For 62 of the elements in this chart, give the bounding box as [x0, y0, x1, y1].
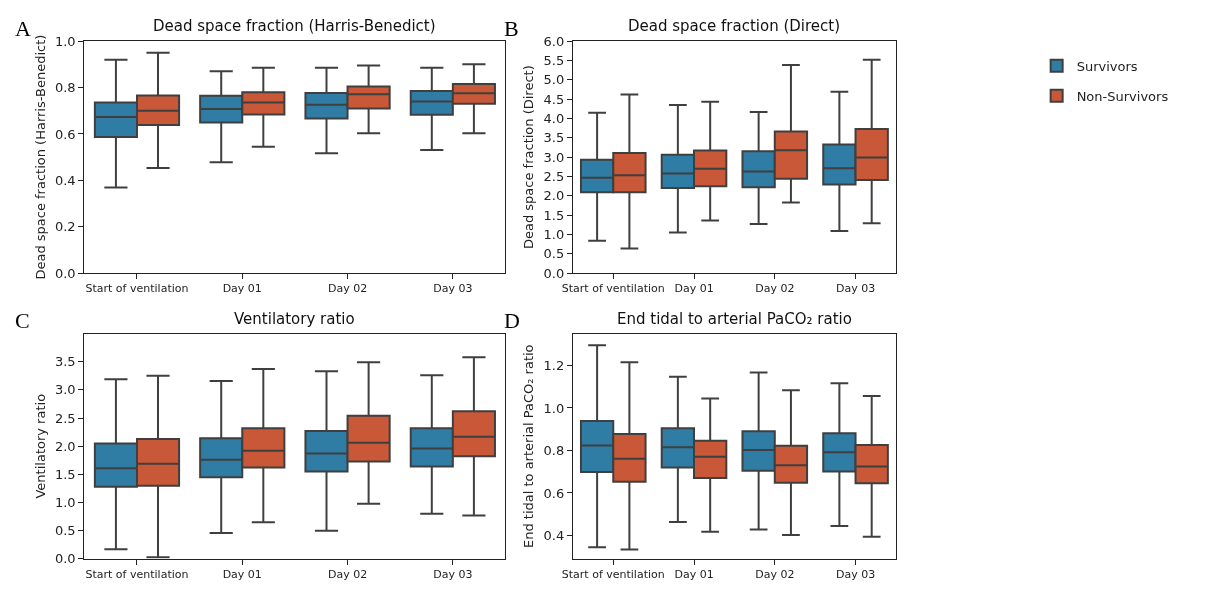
x-tick-label: Day 01: [222, 282, 262, 296]
y-tick-label: 5.5: [543, 53, 565, 69]
x-tick-label: Day 03: [835, 282, 876, 296]
x-tick-label: Day 03: [433, 568, 473, 582]
chart-title: Dead space fraction (Direct): [628, 17, 841, 35]
x-tick-label: Day 02: [755, 282, 795, 296]
chart-title: Ventilatory ratio: [234, 310, 355, 328]
y-tick-label: 0.5: [54, 523, 76, 539]
y-tick-label: 1.5: [543, 207, 565, 223]
x-tick-label: Start of ventilation: [561, 568, 665, 582]
text: B: [504, 16, 519, 41]
y-tick-label: 0.0: [54, 265, 76, 281]
y-tick-label: 1.0: [54, 495, 76, 511]
y-axis-title: Dead space fraction (Harris-Benedict): [32, 34, 48, 280]
y-tick-label: 2.0: [54, 438, 76, 454]
x-tick-label: Start of ventilation: [561, 282, 665, 296]
x-tick-label: Start of ventilation: [85, 282, 189, 296]
x-tick-label: Day 02: [327, 282, 368, 296]
y-axis-title: Dead space fraction (Direct): [521, 65, 537, 250]
y-tick-label: 3.5: [54, 354, 76, 370]
y-tick-label: 0.8: [543, 443, 565, 459]
y-tick-label: 5.0: [543, 72, 565, 88]
x-tick-label: Day 02: [327, 568, 368, 582]
y-tick-label: 1.2: [543, 358, 565, 374]
y-tick-label: 0.4: [54, 172, 76, 188]
y-tick-label: 1.0: [543, 400, 565, 416]
y-axis-title: End tidal to arterial PaCO₂ ratio: [521, 344, 537, 549]
y-tick-label: 2.5: [543, 169, 565, 185]
y-tick-label: 4.0: [543, 111, 565, 127]
x-tick-label: Day 03: [835, 568, 876, 582]
text: D: [504, 308, 520, 333]
x-tick-label: Start of ventilation: [85, 568, 189, 582]
y-tick-label: 2.0: [543, 188, 565, 204]
y-tick-label: 0.0: [54, 551, 76, 567]
y-tick-label: 1.0: [543, 227, 565, 243]
x-tick-label: Day 01: [674, 568, 714, 582]
x-tick-label: Day 03: [433, 282, 473, 296]
chart-title: End tidal to arterial PaCO₂ ratio: [617, 310, 852, 328]
y-tick-label: 0.4: [543, 528, 565, 543]
y-tick-label: 1.5: [54, 466, 76, 482]
y-tick-label: 3.0: [54, 382, 76, 398]
text: C: [15, 308, 30, 333]
y-tick-label: 0.6: [543, 485, 565, 501]
y-tick-label: 3.5: [543, 130, 565, 146]
y-tick-label: 0.6: [54, 126, 76, 142]
chart-title: Dead space fraction (Harris-Benedict): [153, 17, 436, 35]
x-tick-label: Day 02: [755, 568, 795, 582]
y-tick-label: 0.5: [543, 246, 565, 262]
x-tick-label: Day 01: [674, 282, 714, 296]
legend-label: Survivors: [1076, 58, 1138, 74]
y-tick-label: 0.0: [543, 265, 565, 281]
y-tick-label: 3.0: [543, 149, 565, 165]
x-tick-label: Day 01: [222, 568, 262, 582]
y-axis-title: Ventilatory ratio: [32, 393, 48, 499]
y-tick-label: 2.5: [54, 410, 76, 426]
y-tick-label: 0.2: [54, 219, 76, 235]
legend-label: Non-Survivors: [1076, 88, 1169, 104]
text: A: [15, 16, 31, 41]
y-tick-label: 0.8: [54, 80, 76, 96]
y-tick-label: 4.5: [543, 91, 565, 107]
y-tick-label: 6.0: [543, 33, 565, 49]
y-tick-label: 1.0: [54, 33, 76, 49]
